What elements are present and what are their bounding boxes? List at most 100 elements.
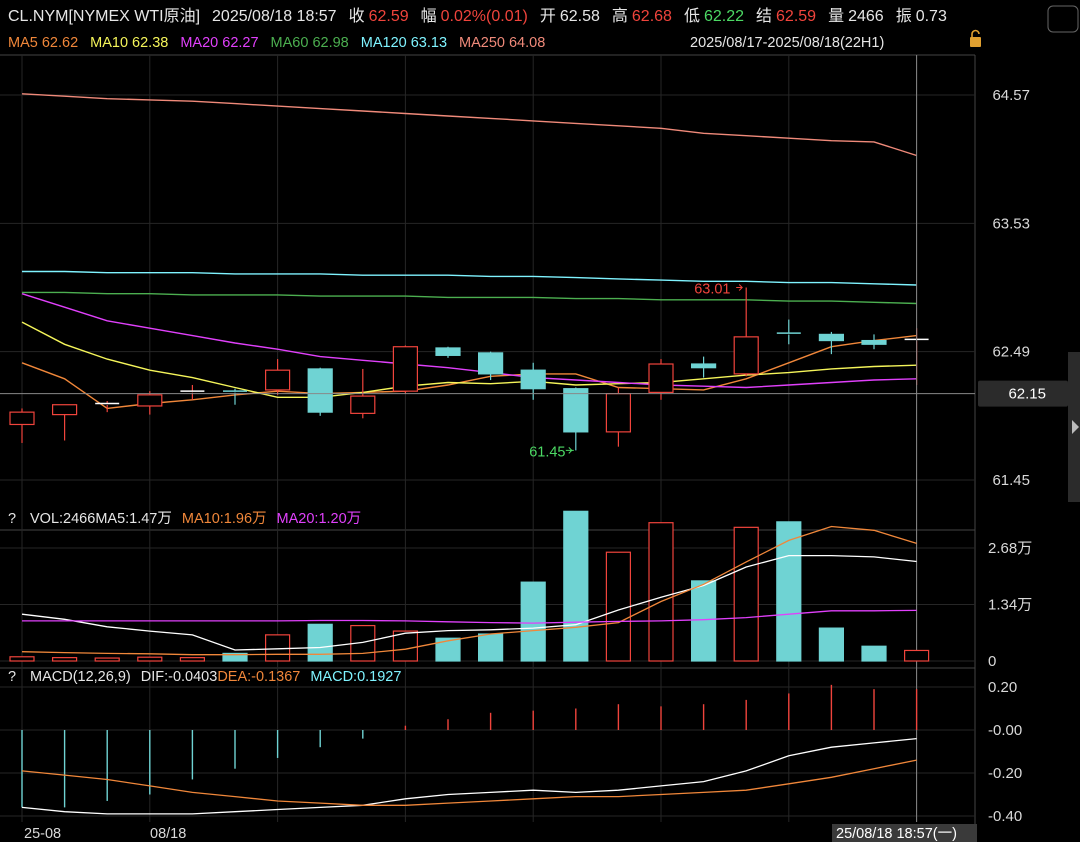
macd-legend-2: DEA:-0.1367 — [217, 669, 300, 685]
volume-bar — [137, 656, 163, 662]
header-field-15: 2466 — [848, 8, 884, 25]
macd-tick-label: 0.20 — [988, 679, 1017, 696]
vol-tick-label: 0 — [988, 653, 996, 670]
candle-body — [478, 352, 504, 375]
volume-bar — [563, 510, 589, 662]
volume-bar — [818, 627, 845, 662]
candle-body — [307, 368, 333, 413]
macd-legend-1: DIF:-0.0403 — [141, 669, 218, 685]
header-field-6: 开 — [540, 8, 556, 25]
price-tick-label: 63.53 — [992, 215, 1030, 232]
header-field-17: 0.73 — [916, 8, 947, 25]
candle-body — [605, 393, 632, 433]
header-field-3: 62.59 — [369, 8, 409, 25]
ma-legend-1: MA10 62.38 — [90, 35, 168, 51]
macd-legend-3: MACD:0.1927 — [310, 669, 401, 685]
lock-icon — [970, 37, 981, 47]
x-axis-label: 25-08 — [24, 826, 61, 842]
volume-bar — [392, 630, 418, 662]
ma-line-ma5 — [21, 334, 917, 410]
volume-bar — [179, 657, 205, 662]
vol-ma20-line — [22, 609, 917, 624]
vol-ma10-line — [21, 525, 917, 656]
candle-body — [265, 369, 291, 391]
header-field-5: 0.02%(0.01) — [441, 8, 528, 25]
volume-bar — [733, 526, 759, 662]
x-axis-label: 08/18 — [150, 826, 186, 842]
volume-bar — [9, 656, 35, 662]
candle-body — [648, 363, 674, 393]
volume-bar — [648, 522, 674, 662]
ma-line-ma10 — [21, 321, 917, 398]
price-tick-label: 61.45 — [992, 472, 1030, 489]
ma-legend-5: MA250 64.08 — [459, 35, 545, 51]
macd-dif-line — [21, 737, 917, 815]
header-field-10: 低 — [684, 7, 700, 25]
vol-legend-3: MA20:1.20万 — [277, 511, 362, 527]
ma-line-ma120 — [22, 270, 917, 286]
high-annotation-arrow — [736, 284, 743, 291]
ma-line-ma250 — [21, 93, 917, 157]
crosshair-price-label: 62.15 — [1008, 386, 1046, 403]
header-field-4: 幅 — [421, 7, 437, 25]
vol-legend-0: VOL:2466 — [30, 511, 95, 527]
vol-legend-2: MA10:1.96万 — [182, 511, 267, 527]
candle-body — [818, 333, 845, 342]
price-tick-label: 64.57 — [992, 87, 1030, 104]
volume-bar — [690, 580, 717, 662]
macd-tick-label: -0.40 — [988, 808, 1022, 825]
volume-bar — [51, 657, 78, 662]
crosshair-time-label: 25/08/18 18:57(一) — [836, 826, 957, 842]
lock-icon-shackle — [971, 29, 980, 37]
header-field-9: 62.68 — [632, 8, 672, 25]
watermark-badge — [1047, 5, 1079, 33]
volume-bar — [94, 657, 120, 662]
macd-tick-label: -0.20 — [988, 765, 1022, 782]
range-label: 2025/08/17-2025/08/18(22H1) — [690, 35, 884, 51]
candle-body — [563, 388, 589, 433]
ma-line-ma20 — [21, 293, 917, 389]
volume-bar — [222, 652, 248, 662]
header-field-7: 62.58 — [560, 8, 600, 25]
header-field-1: 2025/08/18 18:57 — [212, 8, 337, 25]
vol-tick-label: 1.34万 — [988, 597, 1032, 614]
candle-body — [435, 347, 461, 356]
volume-bar — [776, 521, 802, 662]
vol-tick-label: 2.68万 — [988, 540, 1032, 557]
volume-bar — [903, 649, 930, 662]
ma-legend-2: MA20 62.27 — [180, 35, 258, 51]
crosshair-price-box — [978, 380, 1068, 407]
header-field-2: 收 — [349, 7, 365, 25]
volume-bar — [605, 551, 632, 662]
header-field-16: 振 — [896, 7, 912, 25]
candle-body — [861, 339, 887, 345]
expand-arrow-icon[interactable] — [1072, 420, 1079, 434]
header-field-0: CL.NYM[NYMEX WTI原油] — [8, 7, 200, 25]
candle-body — [51, 404, 78, 416]
header-field-12: 结 — [756, 7, 772, 25]
candle-body — [9, 411, 35, 426]
ma-legend-4: MA120 63.13 — [361, 35, 447, 51]
macd-tick-label: -0.00 — [988, 722, 1022, 739]
help-icon: ? — [8, 669, 16, 685]
ma-line-ma60 — [22, 291, 917, 305]
ma-legend-0: MA5 62.62 — [8, 35, 78, 51]
header-field-14: 量 — [828, 8, 844, 25]
header-field-8: 高 — [612, 7, 628, 25]
ma-legend-3: MA60 62.98 — [271, 35, 349, 51]
high-annotation: 63.01 — [694, 282, 730, 298]
low-annotation-arrow — [565, 447, 574, 454]
candle-body — [520, 369, 546, 390]
candle-body — [137, 394, 163, 407]
candle-body — [733, 336, 759, 375]
volume-bar — [861, 645, 887, 662]
volume-bar — [478, 633, 504, 662]
header-field-11: 62.22 — [704, 8, 744, 25]
low-annotation: 61.45 — [529, 444, 565, 460]
macd-dea-line — [21, 759, 917, 806]
vol-ma5-line — [21, 554, 917, 651]
crosshair-time-box — [832, 824, 977, 842]
price-tick-label: 62.49 — [992, 344, 1030, 361]
vol-legend-1: MA5:1.47万 — [95, 511, 172, 527]
